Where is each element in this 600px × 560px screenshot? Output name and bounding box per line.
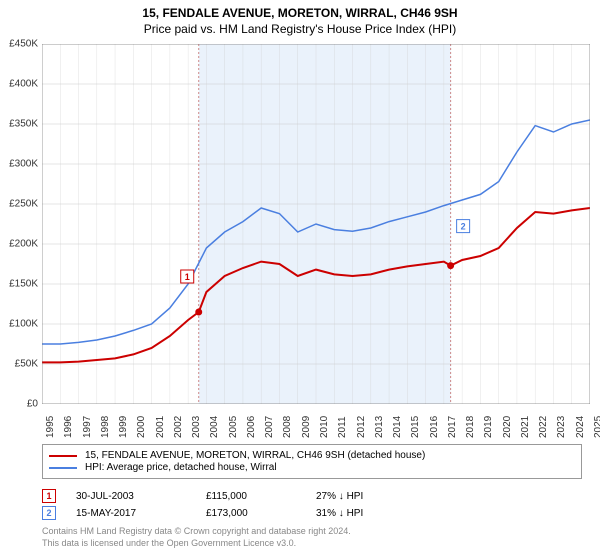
y-axis-labels: £0£50K£100K£150K£200K£250K£300K£350K£400… — [0, 44, 40, 404]
x-tick-label: 2003 — [191, 416, 202, 438]
sale-price: £173,000 — [206, 508, 316, 519]
x-tick-label: 2020 — [502, 416, 513, 438]
sale-delta: 27% ↓ HPI — [316, 491, 436, 502]
y-tick-label: £450K — [9, 39, 38, 50]
title-block: 15, FENDALE AVENUE, MORETON, WIRRAL, CH4… — [0, 0, 600, 36]
x-axis-labels: 1995 1996 1997 1998 1999 2000 2001 2002 2003 2004… — [42, 406, 590, 442]
svg-text:1: 1 — [185, 272, 190, 282]
x-tick-label: 2017 — [447, 416, 458, 438]
x-tick-label: 1995 — [45, 416, 56, 438]
legend-label: 15, FENDALE AVENUE, MORETON, WIRRAL, CH4… — [85, 450, 425, 461]
x-tick-label: 2019 — [483, 416, 494, 438]
x-tick-label: 2024 — [575, 416, 586, 438]
legend-label: HPI: Average price, detached house, Wirr… — [85, 462, 277, 473]
x-tick-label: 2014 — [392, 416, 403, 438]
svg-text:2: 2 — [461, 222, 466, 232]
y-tick-label: £100K — [9, 319, 38, 330]
chart-svg: 12 — [42, 44, 590, 404]
chart-container: 15, FENDALE AVENUE, MORETON, WIRRAL, CH4… — [0, 0, 600, 560]
x-tick-label: 1997 — [82, 416, 93, 438]
x-tick-label: 2013 — [374, 416, 385, 438]
footer-line1: Contains HM Land Registry data © Crown c… — [42, 526, 351, 538]
sale-delta: 31% ↓ HPI — [316, 508, 436, 519]
x-tick-label: 2008 — [282, 416, 293, 438]
x-tick-label: 2002 — [173, 416, 184, 438]
x-tick-label: 2016 — [429, 416, 440, 438]
legend: 15, FENDALE AVENUE, MORETON, WIRRAL, CH4… — [42, 444, 582, 479]
x-tick-label: 2001 — [155, 416, 166, 438]
legend-row: HPI: Average price, detached house, Wirr… — [49, 462, 575, 473]
y-tick-label: £50K — [15, 359, 38, 370]
x-tick-label: 2025 — [593, 416, 600, 438]
x-tick-label: 2004 — [209, 416, 220, 438]
sale-row: 1 30-JUL-2003£115,00027% ↓ HPI — [42, 489, 582, 503]
x-tick-label: 2005 — [228, 416, 239, 438]
x-tick-label: 2012 — [356, 416, 367, 438]
chart-area: 12 — [42, 44, 590, 404]
legend-swatch — [49, 467, 77, 469]
sales-table: 1 30-JUL-2003£115,00027% ↓ HPI 2 15-MAY-201… — [42, 486, 582, 523]
x-tick-label: 2000 — [136, 416, 147, 438]
x-tick-label: 2006 — [246, 416, 257, 438]
legend-row: 15, FENDALE AVENUE, MORETON, WIRRAL, CH4… — [49, 450, 575, 461]
y-tick-label: £350K — [9, 119, 38, 130]
x-tick-label: 2015 — [410, 416, 421, 438]
y-tick-label: £200K — [9, 239, 38, 250]
x-tick-label: 2010 — [319, 416, 330, 438]
x-tick-label: 1996 — [63, 416, 74, 438]
sale-date: 15-MAY-2017 — [76, 508, 206, 519]
y-tick-label: £0 — [27, 399, 38, 410]
title-subtitle: Price paid vs. HM Land Registry's House … — [0, 22, 600, 36]
y-tick-label: £300K — [9, 159, 38, 170]
x-tick-label: 2009 — [301, 416, 312, 438]
sale-marker-box: 2 — [42, 506, 56, 520]
title-address: 15, FENDALE AVENUE, MORETON, WIRRAL, CH4… — [0, 6, 600, 20]
sale-price: £115,000 — [206, 491, 316, 502]
legend-swatch — [49, 455, 77, 457]
x-tick-label: 1998 — [100, 416, 111, 438]
x-tick-label: 2011 — [337, 416, 348, 438]
x-tick-label: 1999 — [118, 416, 129, 438]
x-tick-label: 2023 — [556, 416, 567, 438]
y-tick-label: £400K — [9, 79, 38, 90]
footer-attribution: Contains HM Land Registry data © Crown c… — [42, 526, 351, 549]
x-tick-label: 2022 — [538, 416, 549, 438]
x-tick-label: 2021 — [520, 416, 531, 438]
y-tick-label: £250K — [9, 199, 38, 210]
sale-marker-box: 1 — [42, 489, 56, 503]
sale-row: 2 15-MAY-2017£173,00031% ↓ HPI — [42, 506, 582, 520]
y-tick-label: £150K — [9, 279, 38, 290]
x-tick-label: 2007 — [264, 416, 275, 438]
x-tick-label: 2018 — [465, 416, 476, 438]
footer-line2: This data is licensed under the Open Gov… — [42, 538, 351, 550]
sale-date: 30-JUL-2003 — [76, 491, 206, 502]
